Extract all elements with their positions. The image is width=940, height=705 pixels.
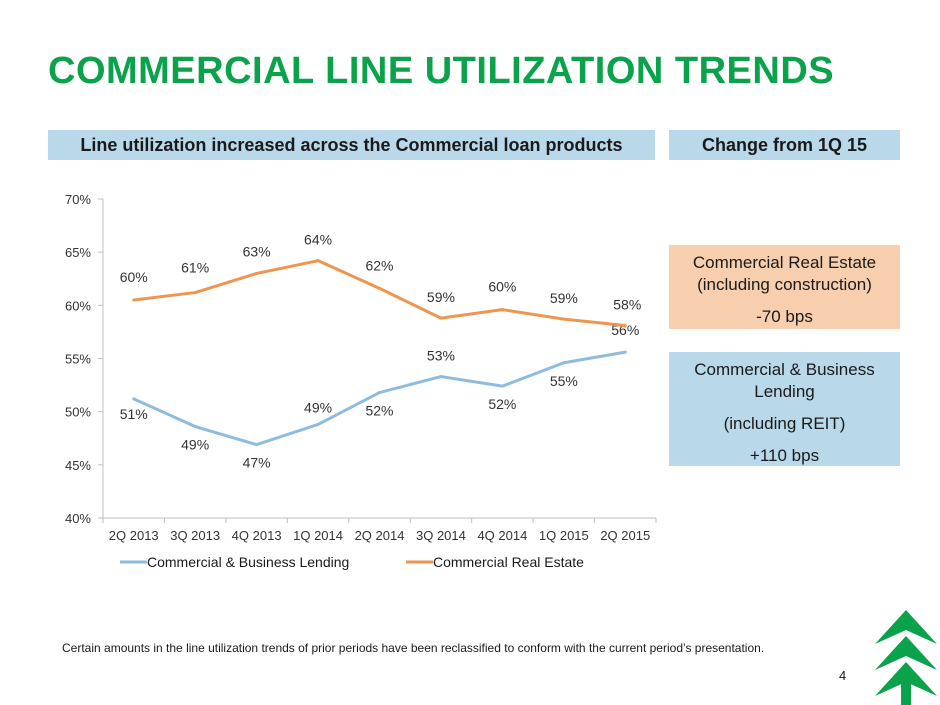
data-label: 61% [181,260,209,276]
cbl-box-line2: Lending [754,382,815,401]
cre-change-value: -70 bps [756,307,813,326]
x-tick-label: 2Q 2015 [600,528,650,543]
x-tick-label: 2Q 2014 [355,528,405,543]
cbl-change-box: Commercial & Business Lending (including… [669,352,900,466]
data-label: 59% [427,289,455,305]
x-tick-label: 1Q 2015 [539,528,589,543]
data-label: 47% [243,455,271,471]
data-label: 60% [488,279,516,295]
data-label: 52% [488,396,516,412]
cbl-change-value: +110 bps [749,446,820,465]
data-label: 49% [181,437,209,453]
data-point [439,375,443,379]
cbl-box-line3: (including REIT) [723,414,846,433]
page-number: 4 [839,668,847,683]
data-label: 62% [365,257,393,273]
line-chart: 40% 45% 50% 55% 60% 65% 70% 2Q 2013 3Q 2013 4Q 20… [65,192,657,570]
y-tick-label: 45% [65,458,91,473]
data-point [623,350,627,354]
data-point [378,391,381,395]
data-point [255,271,259,275]
data-point [378,286,381,290]
x-tick-label: 3Q 2014 [416,528,466,543]
data-label: 52% [365,403,393,419]
cre-box-line2: (including construction) [697,275,872,294]
data-point [132,298,136,302]
x-tick-label: 4Q 2014 [477,528,527,543]
data-label: 55% [550,373,578,389]
data-point [562,361,566,365]
series-line-cbl [133,350,626,447]
cre-box-line1: Commercial Real Estate [692,253,877,272]
data-label: 49% [304,399,332,415]
y-tick-label: 65% [65,245,91,260]
y-tick-label: 40% [65,511,91,526]
x-tick-label: 4Q 2013 [232,528,282,543]
data-label: 63% [243,243,271,259]
data-point [193,425,197,429]
company-logo [875,610,937,705]
data-point [500,384,504,388]
data-label: 59% [550,290,578,306]
data-point [500,308,504,312]
data-point [316,422,320,426]
change-header: Change from 1Q 15 [669,130,900,160]
page-title: COMMERCIAL LINE UTILIZATION TRENDS [48,50,835,92]
data-point [255,443,259,447]
data-label: 58% [613,297,641,313]
cbl-box-line1: Commercial & Business [694,360,875,379]
data-label: 64% [304,232,332,248]
y-tick-label: 50% [65,405,91,420]
footnote: Certain amounts in the line utilization … [62,641,765,655]
data-label: 51% [120,406,148,422]
data-point [562,317,566,321]
y-tick-label: 60% [65,298,91,313]
legend-label: Commercial Real Estate [433,554,584,570]
x-tick-label: 3Q 2013 [170,528,220,543]
y-tick-label: 70% [65,192,91,207]
chart-header: Line utilization increased across the Co… [48,130,655,160]
data-point [439,316,443,320]
data-point [132,397,136,401]
data-point [193,291,197,295]
cre-change-box: Commercial Real Estate (including constr… [669,245,900,329]
y-tick-label: 55% [65,352,91,367]
data-point [316,259,320,263]
data-label: 53% [427,348,455,364]
x-tick-label: 1Q 2014 [293,528,343,543]
x-tick-label: 2Q 2013 [109,528,159,543]
data-point [623,324,627,328]
legend-label: Commercial & Business Lending [147,554,349,570]
data-label: 60% [120,269,148,285]
